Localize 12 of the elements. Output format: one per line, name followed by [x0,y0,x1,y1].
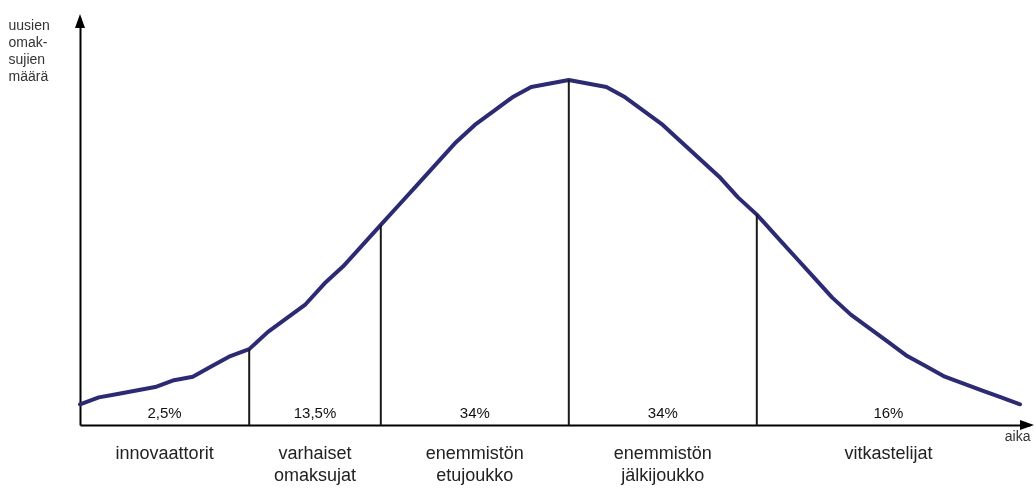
x-axis-title: aika [1004,427,1031,444]
text: vitkastelijat [844,443,933,463]
text: enemmistön jälkijoukko [613,443,712,485]
annotation: 34% [459,404,490,421]
annotation: 16% [873,404,904,421]
text: varhaiset omaksujat [273,443,357,485]
annotation: 2,5% [147,404,182,421]
annotation: 34% [647,404,678,421]
y-axis-title: uusien omak-sujien määrä [8,16,50,84]
text: innovaattorit [115,443,214,463]
annotation: 13,5% [293,404,337,421]
text: enemmistön etujoukko [425,443,524,485]
